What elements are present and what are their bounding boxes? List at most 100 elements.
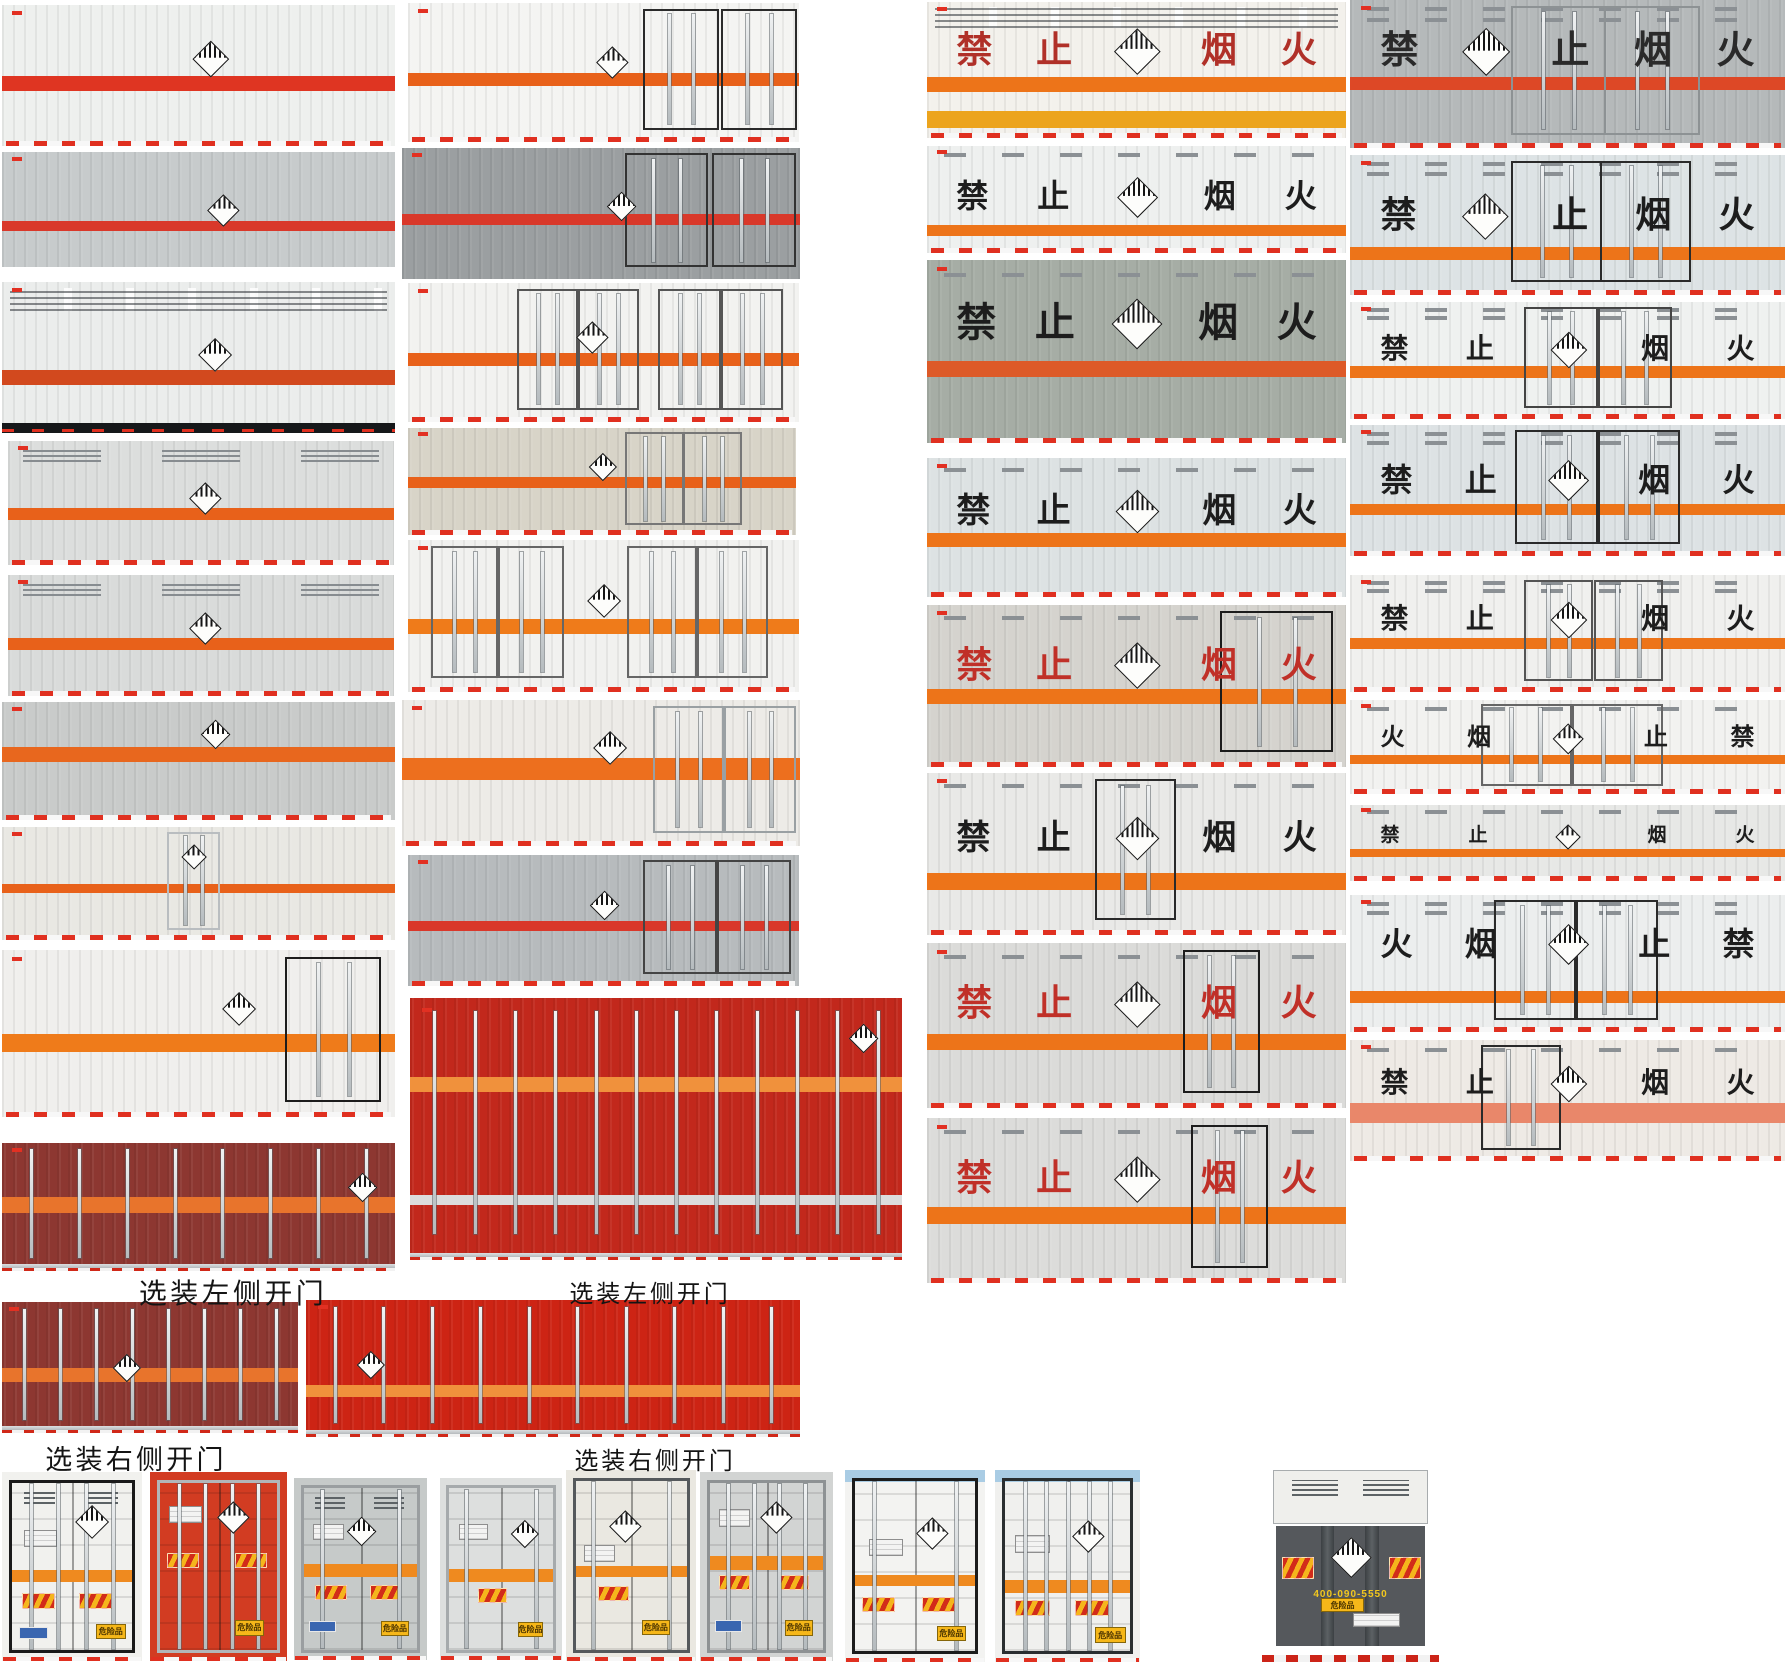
bumper-bar bbox=[2, 423, 395, 433]
red-corner-mark bbox=[411, 705, 422, 710]
no-fire-character: 止 bbox=[1465, 1066, 1494, 1098]
placard-stripes bbox=[1463, 193, 1508, 238]
placard-stripes bbox=[597, 47, 628, 78]
rear-door-lock-rod bbox=[592, 1482, 596, 1649]
no-fire-character: 止 bbox=[1552, 193, 1589, 235]
door-lock-rod bbox=[1216, 1130, 1220, 1262]
placard-face bbox=[1114, 1156, 1161, 1203]
no-fire-character: 烟 bbox=[1641, 332, 1670, 364]
vent-dashes bbox=[943, 467, 1330, 472]
dangerous-goods-plate: 危险品 bbox=[234, 1620, 264, 1636]
vent-dashes bbox=[943, 954, 1330, 959]
placard-face bbox=[606, 191, 637, 222]
no-fire-character: 火 bbox=[1280, 28, 1317, 70]
warning-stripe bbox=[408, 619, 799, 635]
placard-stripes bbox=[593, 732, 626, 765]
side-box-brightred-tall bbox=[410, 998, 902, 1260]
warning-stripe bbox=[410, 1194, 902, 1205]
bumper-reflector-strip bbox=[931, 930, 1342, 935]
door-lock-rod bbox=[1510, 708, 1514, 782]
bumper-reflector-strip bbox=[1354, 290, 1781, 295]
hazard-class9-placard-icon bbox=[1115, 490, 1160, 534]
container-door-rod bbox=[624, 1306, 628, 1424]
side-nofire-black-middoor: 禁止烟火 bbox=[927, 773, 1346, 935]
no-fire-character: 止 bbox=[1036, 818, 1071, 857]
side-access-door bbox=[625, 432, 684, 526]
side-access-door bbox=[1094, 779, 1177, 921]
placard-face bbox=[1331, 1536, 1372, 1578]
container-door-rod bbox=[594, 1011, 598, 1234]
door-lock-rod bbox=[672, 551, 676, 673]
container-door-rod bbox=[876, 1011, 880, 1234]
no-fire-character: 烟 bbox=[1200, 28, 1237, 70]
side-nofire-red-door: 禁止烟火 bbox=[927, 605, 1346, 767]
no-fire-character: 火 bbox=[1735, 825, 1755, 847]
hazard-class9-placard-icon bbox=[1550, 331, 1587, 368]
warning-stripe bbox=[410, 1076, 902, 1093]
hazard-class9-placard-icon bbox=[1111, 298, 1163, 350]
rear-door-lock-rod bbox=[667, 1482, 671, 1649]
no-fire-text-row: 禁止烟火 bbox=[956, 1156, 1317, 1203]
warning-stripe bbox=[2, 1196, 395, 1214]
info-plate bbox=[24, 1529, 58, 1547]
bumper-reflector-strip bbox=[295, 1656, 426, 1660]
placard-face bbox=[1550, 601, 1587, 639]
hazard-class9-placard-icon bbox=[189, 612, 222, 645]
placard-stripes bbox=[1551, 603, 1586, 638]
warning-stripe bbox=[1350, 503, 1785, 516]
rear-door-lock-rod bbox=[30, 1484, 34, 1649]
placard-face bbox=[1461, 28, 1511, 77]
chevron-reflector bbox=[478, 1588, 508, 1604]
bumper-reflector-strip bbox=[931, 133, 1342, 138]
rear-door-frame: 危险品 bbox=[852, 1477, 978, 1655]
hazard-class9-placard-icon bbox=[1462, 192, 1509, 239]
warning-stripe bbox=[927, 689, 1346, 704]
no-fire-character: 禁 bbox=[956, 301, 997, 346]
container-door-rod bbox=[167, 1308, 171, 1420]
rear-door-lock-rod bbox=[954, 1482, 958, 1650]
red-corner-mark bbox=[417, 8, 428, 13]
hazard-class9-placard-icon bbox=[1552, 723, 1585, 756]
vent-slats bbox=[162, 582, 240, 597]
side-nofire-salmon-stripe: 禁止烟火 bbox=[1350, 1040, 1785, 1161]
no-fire-character: 火 bbox=[1726, 1066, 1755, 1098]
placard-stripes bbox=[348, 1173, 377, 1202]
hazard-class9-placard-icon bbox=[1547, 460, 1590, 502]
door-lock-rod bbox=[556, 294, 560, 404]
placard-stripes bbox=[76, 1506, 109, 1538]
warning-stripe bbox=[2, 1033, 395, 1052]
bumper-reflector-strip bbox=[1354, 551, 1781, 556]
side-access-door bbox=[1597, 306, 1672, 409]
warning-stripe bbox=[449, 1569, 553, 1582]
door-lock-rod bbox=[1540, 166, 1544, 277]
door-center-seam bbox=[72, 1482, 74, 1651]
bumper-reflector-strip bbox=[1354, 687, 1781, 692]
info-plate bbox=[169, 1506, 202, 1524]
hazard-class9-placard-icon bbox=[1461, 28, 1511, 77]
red-corner-mark bbox=[11, 706, 22, 711]
bumper-reflector-strip bbox=[5, 1112, 392, 1117]
hazard-class9-placard-icon bbox=[587, 584, 622, 619]
placard-face bbox=[916, 1517, 949, 1550]
placard-stripes bbox=[512, 1520, 538, 1547]
placard-stripes bbox=[608, 192, 636, 221]
placard-face bbox=[592, 730, 628, 766]
no-fire-character: 止 bbox=[1036, 28, 1073, 70]
door-lock-rod bbox=[691, 14, 695, 124]
no-fire-character: 禁 bbox=[1380, 30, 1419, 73]
side-access-door bbox=[642, 8, 719, 130]
door-lock-rod bbox=[540, 551, 544, 673]
placard-stripes bbox=[1332, 1538, 1371, 1577]
door-lock-rod bbox=[1257, 617, 1261, 747]
container-door-rod bbox=[221, 1149, 225, 1259]
hazard-class9-placard-icon bbox=[1114, 27, 1161, 74]
no-fire-character: 烟 bbox=[1464, 925, 1497, 962]
bumper-reflector-strip bbox=[1354, 414, 1781, 419]
chevron-reflector bbox=[862, 1596, 896, 1613]
red-corner-mark bbox=[11, 831, 22, 836]
red-corner-mark bbox=[937, 463, 948, 468]
hazard-class9-placard-icon bbox=[609, 1510, 642, 1543]
red-corner-mark bbox=[417, 288, 428, 293]
placard-face bbox=[1550, 1065, 1587, 1102]
no-fire-character: 烟 bbox=[1638, 462, 1671, 499]
